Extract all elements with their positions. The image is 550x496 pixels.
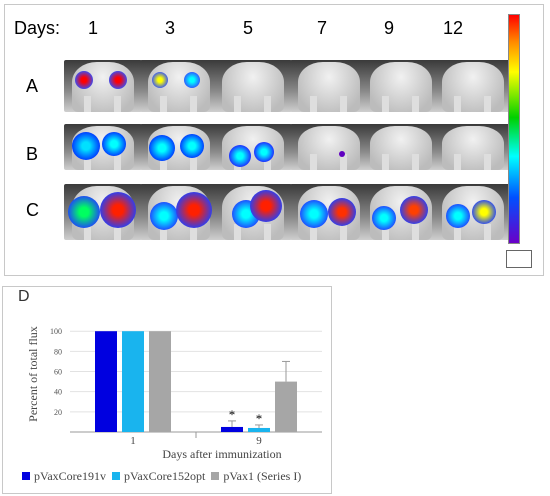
mouse-image-tile bbox=[362, 184, 440, 240]
bioluminescence-signal bbox=[300, 200, 328, 228]
bioluminescence-signal bbox=[100, 192, 136, 228]
legend-swatch bbox=[22, 472, 30, 480]
bioluminescence-signal bbox=[72, 132, 100, 160]
mouse-image-tile bbox=[140, 60, 218, 112]
bioluminescence-signal bbox=[75, 71, 93, 89]
mouse-image-tile bbox=[64, 184, 142, 240]
day-label-3: 3 bbox=[164, 18, 175, 38]
mouse-image-tile bbox=[64, 124, 142, 170]
bar bbox=[95, 331, 117, 432]
mouse-image-tile bbox=[290, 124, 368, 170]
mouse-image-tile bbox=[434, 60, 512, 112]
mouse-image-tile bbox=[214, 184, 292, 240]
row-label-b: B bbox=[26, 144, 39, 164]
days-label: Days: bbox=[14, 18, 61, 38]
bioluminescence-signal bbox=[400, 196, 428, 224]
day-label-7: 7 bbox=[316, 18, 327, 38]
legend-item-pvaxcore152opt: pVaxCore152opt bbox=[112, 469, 205, 484]
mouse-image-tile bbox=[214, 124, 292, 170]
bioluminescence-signal bbox=[229, 145, 251, 167]
significance-marker: * bbox=[229, 407, 236, 422]
mouse-image-tile bbox=[434, 184, 512, 240]
color-scale-box bbox=[506, 250, 532, 268]
bar bbox=[149, 331, 171, 432]
legend-label: pVax1 (Series I) bbox=[223, 468, 302, 483]
bioluminescence-signal bbox=[102, 132, 126, 156]
bar bbox=[122, 331, 144, 432]
legend-label: pVaxCore191v bbox=[34, 468, 106, 483]
row-label-a: A bbox=[26, 76, 39, 96]
legend-swatch bbox=[211, 472, 220, 480]
bar bbox=[221, 426, 243, 432]
bioluminescence-signal bbox=[176, 192, 212, 228]
day-label-1: 1 bbox=[87, 18, 98, 38]
y-tick-label: 100 bbox=[50, 327, 62, 336]
y-tick-label: 80 bbox=[54, 347, 62, 356]
bioluminescence-signal bbox=[446, 204, 470, 228]
day-label-9: 9 bbox=[383, 18, 394, 38]
bioluminescence-signal bbox=[68, 196, 100, 228]
bioluminescence-signal bbox=[472, 200, 496, 224]
mouse-image-tile bbox=[362, 124, 440, 170]
y-tick-label: 40 bbox=[54, 388, 62, 397]
mouse-image-tile bbox=[140, 184, 218, 240]
legend-swatch bbox=[112, 472, 120, 480]
significance-marker: * bbox=[256, 411, 263, 426]
bioluminescence-signal bbox=[109, 71, 127, 89]
mouse-image-tile bbox=[140, 124, 218, 170]
legend-label: pVaxCore152opt bbox=[124, 468, 206, 483]
row-label-c: C bbox=[26, 200, 39, 220]
x-axis-title: Days after immunization bbox=[162, 447, 282, 461]
mouse-image-tile bbox=[434, 124, 512, 170]
bioluminescence-signal bbox=[372, 206, 396, 230]
mouse-image-tile bbox=[362, 60, 440, 112]
bioluminescence-signal bbox=[328, 198, 356, 226]
bar bbox=[248, 427, 270, 432]
bioluminescence-signal bbox=[339, 151, 345, 157]
bioluminescence-signal bbox=[250, 190, 282, 222]
legend-item-pvax1: pVax1 (Series I) bbox=[211, 469, 301, 484]
y-axis-title: Percent of total flux bbox=[26, 326, 40, 422]
legend-item-pvaxcore191v: pVaxCore191v bbox=[22, 469, 106, 484]
bioluminescence-signal bbox=[149, 135, 175, 161]
y-tick-label: 60 bbox=[54, 368, 62, 377]
mouse-image-tile bbox=[64, 60, 142, 112]
bioluminescence-signal bbox=[152, 72, 168, 88]
bar bbox=[275, 381, 297, 432]
day-label-5: 5 bbox=[242, 18, 253, 38]
x-tick-label: 9 bbox=[256, 435, 262, 447]
bioluminescence-signal bbox=[180, 134, 204, 158]
x-tick-label: 1 bbox=[130, 435, 136, 447]
bioluminescence-signal bbox=[150, 202, 178, 230]
mouse-image-tile bbox=[214, 60, 292, 112]
bioluminescence-signal bbox=[184, 72, 200, 88]
bioluminescence-signal bbox=[254, 142, 274, 162]
y-tick-label: 20 bbox=[54, 408, 62, 417]
legend: pVaxCore191v pVaxCore152opt pVax1 (Serie… bbox=[22, 468, 307, 484]
radiance-color-scale bbox=[508, 14, 520, 244]
mouse-image-tile bbox=[290, 184, 368, 240]
day-label-12: 12 bbox=[442, 18, 464, 38]
panel-label-d: D bbox=[18, 288, 30, 305]
mouse-image-tile bbox=[290, 60, 368, 112]
